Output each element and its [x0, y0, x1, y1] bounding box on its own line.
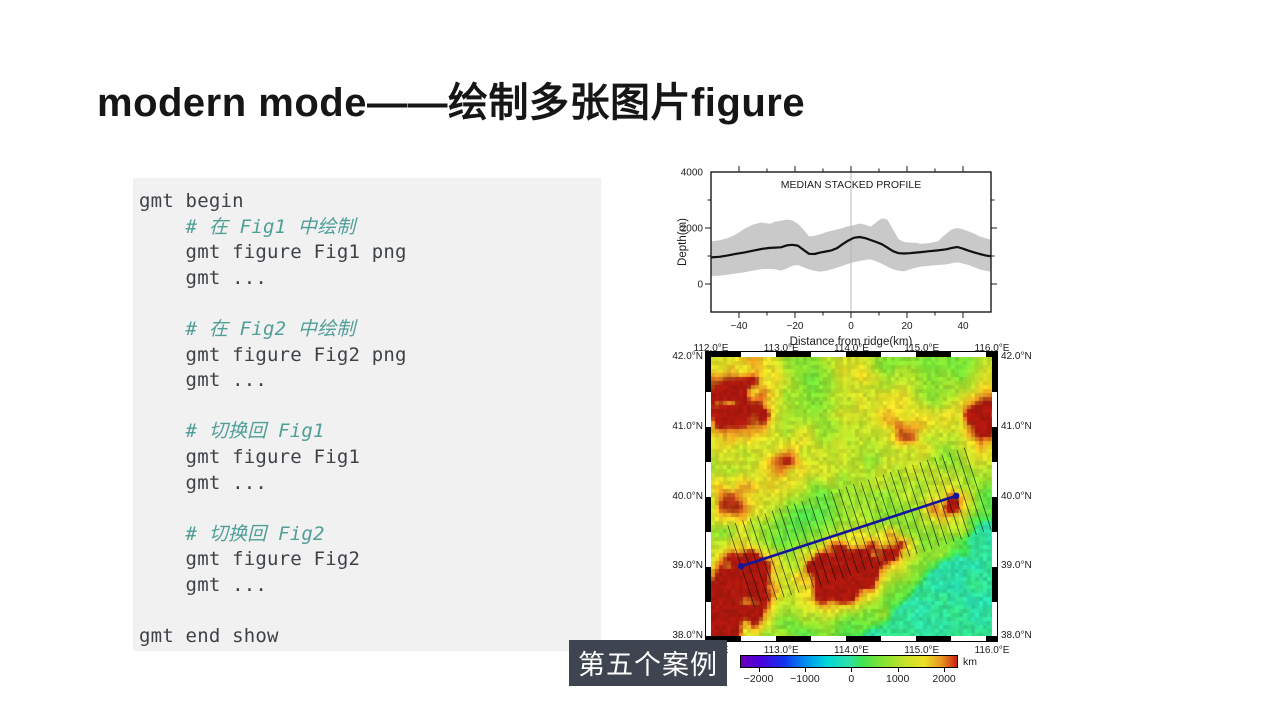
axis-ticks — [705, 166, 997, 318]
colorbar-tick — [851, 668, 853, 672]
map-lat-label-right: 41.0°N — [1001, 420, 1032, 432]
code-comment-line: # 在 Fig2 中绘制 — [139, 317, 356, 340]
code-line — [139, 394, 601, 420]
colorbar-tick-label: 1000 — [886, 673, 910, 685]
colorbar-tick-label: −1000 — [790, 673, 820, 685]
fancy-border-right — [992, 357, 997, 636]
map-lat-label-right: 38.0°N — [1001, 630, 1032, 641]
code-line: gmt ... — [139, 573, 268, 596]
x-tick-label: 0 — [848, 321, 854, 332]
median-line — [710, 235, 992, 259]
x-tick-label: 20 — [901, 321, 913, 332]
caption-badge: 第五个案例 — [569, 640, 727, 686]
code-line: gmt figure Fig1 png — [139, 241, 407, 264]
colorbar-tick-label: −2000 — [743, 673, 774, 685]
code-line: gmt ... — [139, 266, 268, 289]
fancy-border-bottom — [706, 636, 997, 641]
colorbar-tick — [804, 668, 806, 672]
map-lon-label-top: 112.0°E — [693, 343, 729, 354]
map-lat-label-left: 42.0°N — [672, 351, 703, 362]
y-axis-label: Depth(m) — [677, 218, 689, 266]
x-tick-label: −20 — [787, 321, 804, 332]
y-tick-label: 2000 — [681, 224, 704, 235]
code-comment-line: # 切换回 Fig1 — [139, 420, 325, 443]
code-line: gmt ... — [139, 471, 268, 494]
code-line — [139, 291, 601, 317]
y-tick-label: 0 — [697, 280, 703, 291]
code-line: gmt ... — [139, 369, 268, 392]
map-lon-label-top: 115.0°E — [904, 343, 940, 354]
topo-map-canvas — [711, 357, 992, 636]
map-lat-label-left: 41.0°N — [672, 420, 703, 432]
colorbar-tick — [897, 668, 899, 672]
map-lon-label-bottom: 113.0°E — [763, 645, 799, 656]
map-lon-label-bottom: 116.0°E — [974, 645, 1010, 656]
code-line: gmt begin — [139, 190, 244, 212]
profile-endpoint-west — [738, 563, 745, 570]
map-lat-label-right: 39.0°N — [1001, 560, 1032, 572]
profile-chart: −40 −20 0 20 40 0 2000 4000 MEDIAN STACKED PROFI… — [677, 166, 997, 348]
code-line: gmt figure Fig2 png — [139, 343, 407, 366]
page-title: modern mode——绘制多张图片figure — [97, 81, 806, 125]
map-lon-label-bottom: 115.0°E — [904, 645, 940, 656]
map-lon-label-top: 116.0°E — [974, 343, 1010, 354]
fancy-border-top — [706, 352, 997, 357]
map-lon-label-top: 114.0°E — [834, 343, 869, 354]
y-tick-label: 4000 — [681, 168, 704, 179]
chart-title: MEDIAN STACKED PROFILE — [781, 179, 921, 191]
colorbar-tick — [758, 668, 760, 672]
colorbar-unit-label: km — [963, 656, 977, 668]
map-lon-label-bottom: 114.0°E — [834, 645, 869, 656]
code-line: gmt figure Fig1 — [139, 445, 361, 468]
map-lon-label-top: 113.0°E — [763, 343, 799, 354]
code-block: gmt begin # 在 Fig1 中绘制 gmt figure Fig1 p… — [133, 178, 601, 651]
colorbar-tick-label: 0 — [848, 673, 855, 685]
x-axis-label: Distance from ridge(km) — [790, 336, 913, 348]
map-lat-label-left: 40.0°N — [672, 490, 703, 502]
code-line: gmt end show — [139, 625, 279, 648]
code-line — [139, 496, 601, 522]
colorbar — [740, 655, 958, 668]
map-lat-label-left: 38.0°N — [672, 630, 703, 641]
code-line: gmt figure Fig2 — [139, 548, 361, 571]
map-profile-overlay — [727, 447, 992, 608]
code-comment-line: # 在 Fig1 中绘制 — [139, 215, 356, 238]
map-lat-label-right: 42.0°N — [1001, 351, 1032, 362]
profile-endpoint-east — [952, 492, 960, 500]
x-tick-label: −40 — [731, 321, 748, 332]
colorbar-tick-label: 2000 — [932, 673, 956, 685]
ridge-profile-line — [740, 494, 957, 568]
code-comment-line: # 切换回 Fig2 — [139, 522, 325, 545]
x-tick-label: 40 — [957, 321, 969, 332]
map-lat-label-right: 40.0°N — [1001, 490, 1032, 502]
fancy-border-left — [706, 357, 711, 636]
code-line — [139, 599, 601, 625]
colorbar-tick — [944, 668, 946, 672]
map-lat-label-left: 39.0°N — [672, 560, 703, 572]
